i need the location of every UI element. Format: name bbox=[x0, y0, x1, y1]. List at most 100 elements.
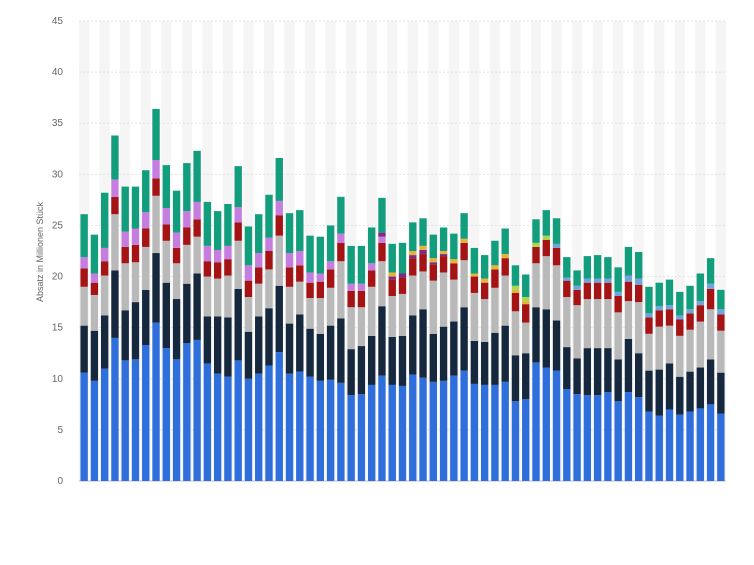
bar-segment bbox=[142, 170, 150, 213]
bar-segment bbox=[100, 247, 109, 262]
bar-segment bbox=[480, 255, 489, 279]
bar-segment bbox=[696, 273, 705, 302]
bar-segment bbox=[347, 307, 355, 350]
bar-segment bbox=[563, 347, 571, 389]
bar-segment bbox=[686, 309, 694, 314]
bar-segment bbox=[244, 280, 253, 297]
bar-segment bbox=[491, 269, 499, 288]
bar-segment bbox=[131, 262, 140, 303]
bar-segment bbox=[142, 345, 150, 481]
bar-segment bbox=[686, 411, 694, 481]
bar-segment bbox=[717, 309, 725, 315]
bar-segment bbox=[676, 315, 684, 320]
bar-segment bbox=[90, 294, 99, 331]
bar-segment bbox=[676, 291, 684, 316]
bar-segment bbox=[717, 330, 725, 373]
bar-segment bbox=[326, 325, 335, 380]
bar-segment bbox=[676, 335, 684, 377]
bar-segment bbox=[419, 377, 427, 481]
bar-segment bbox=[131, 186, 140, 229]
bar-segment bbox=[542, 210, 550, 236]
bar-segment bbox=[645, 313, 653, 318]
bar-segment bbox=[665, 409, 674, 481]
bar-segment bbox=[306, 376, 314, 481]
bar-segment bbox=[142, 246, 150, 290]
bar-segment bbox=[203, 276, 212, 317]
bar-segment bbox=[409, 258, 417, 276]
y-tick-label: 15 bbox=[52, 323, 64, 334]
bar-segment bbox=[593, 348, 602, 396]
bar-segment bbox=[450, 233, 458, 260]
bar-segment bbox=[604, 282, 612, 300]
bar-segment bbox=[193, 219, 201, 237]
bar-segment bbox=[296, 265, 304, 282]
bar-segment bbox=[388, 279, 396, 296]
bar-segment bbox=[326, 225, 335, 262]
bar-segment bbox=[142, 289, 150, 346]
bar-segment bbox=[398, 335, 407, 386]
bar-segment bbox=[234, 222, 242, 241]
bar-segment bbox=[604, 278, 612, 283]
bar-segment bbox=[183, 283, 191, 343]
bar-segment bbox=[450, 375, 458, 481]
bar-segment bbox=[337, 382, 345, 481]
bar-segment bbox=[378, 261, 386, 307]
bar-segment bbox=[665, 309, 674, 326]
bar-segment bbox=[388, 295, 396, 337]
bar-segment bbox=[706, 258, 715, 284]
bar-segment bbox=[439, 272, 448, 327]
bar-segment bbox=[501, 325, 509, 382]
bar-segment bbox=[172, 232, 181, 248]
bar-segment bbox=[522, 297, 530, 302]
bar-segment bbox=[563, 257, 571, 278]
bar-segment bbox=[306, 328, 314, 377]
bar-segment bbox=[234, 360, 242, 481]
bar-segment bbox=[614, 401, 622, 481]
bar-segment bbox=[604, 299, 612, 349]
y-tick-label: 10 bbox=[52, 374, 64, 385]
bar-segment bbox=[152, 160, 160, 179]
bar-segment bbox=[172, 190, 181, 233]
bar-segment bbox=[409, 275, 417, 316]
bar-segment bbox=[686, 329, 694, 372]
bar-segment bbox=[522, 301, 530, 305]
bar-segment bbox=[480, 341, 489, 385]
bar-segment bbox=[234, 207, 242, 223]
bar-segment bbox=[285, 253, 294, 268]
bar-segment bbox=[142, 228, 150, 247]
y-tick-label: 40 bbox=[52, 67, 64, 78]
bar-segment bbox=[357, 346, 366, 395]
bar-segment bbox=[162, 240, 170, 283]
bar-segment bbox=[203, 261, 212, 277]
bar-segment bbox=[583, 395, 592, 481]
bar-segment bbox=[655, 415, 663, 481]
bar-segment bbox=[296, 281, 304, 315]
bar-segment bbox=[429, 264, 437, 281]
bar-segment bbox=[367, 335, 376, 385]
bar-segment bbox=[676, 376, 684, 415]
bar-segment bbox=[706, 404, 715, 481]
bar-segment bbox=[367, 384, 376, 481]
bar-segment bbox=[419, 245, 427, 250]
bar-segment bbox=[203, 316, 212, 364]
bar-segment bbox=[111, 179, 119, 197]
bar-segment bbox=[501, 275, 509, 326]
bar-segment bbox=[316, 333, 325, 381]
bar-segment bbox=[388, 243, 396, 273]
bar-segment bbox=[255, 214, 263, 254]
bar-segment bbox=[573, 270, 581, 286]
bar-segment bbox=[676, 414, 684, 481]
column-band bbox=[510, 21, 521, 481]
bar-segment bbox=[604, 348, 612, 393]
bar-segment bbox=[265, 308, 273, 366]
bar-segment bbox=[357, 245, 366, 284]
bar-segment bbox=[635, 278, 643, 285]
bar-segment bbox=[203, 245, 212, 262]
bar-segment bbox=[224, 376, 232, 481]
bar-segment bbox=[429, 381, 437, 481]
bar-segment bbox=[439, 380, 448, 481]
bar-segment bbox=[388, 276, 396, 280]
bar-segment bbox=[316, 273, 325, 282]
bar-segment bbox=[121, 263, 129, 311]
bar-segment bbox=[183, 343, 191, 481]
